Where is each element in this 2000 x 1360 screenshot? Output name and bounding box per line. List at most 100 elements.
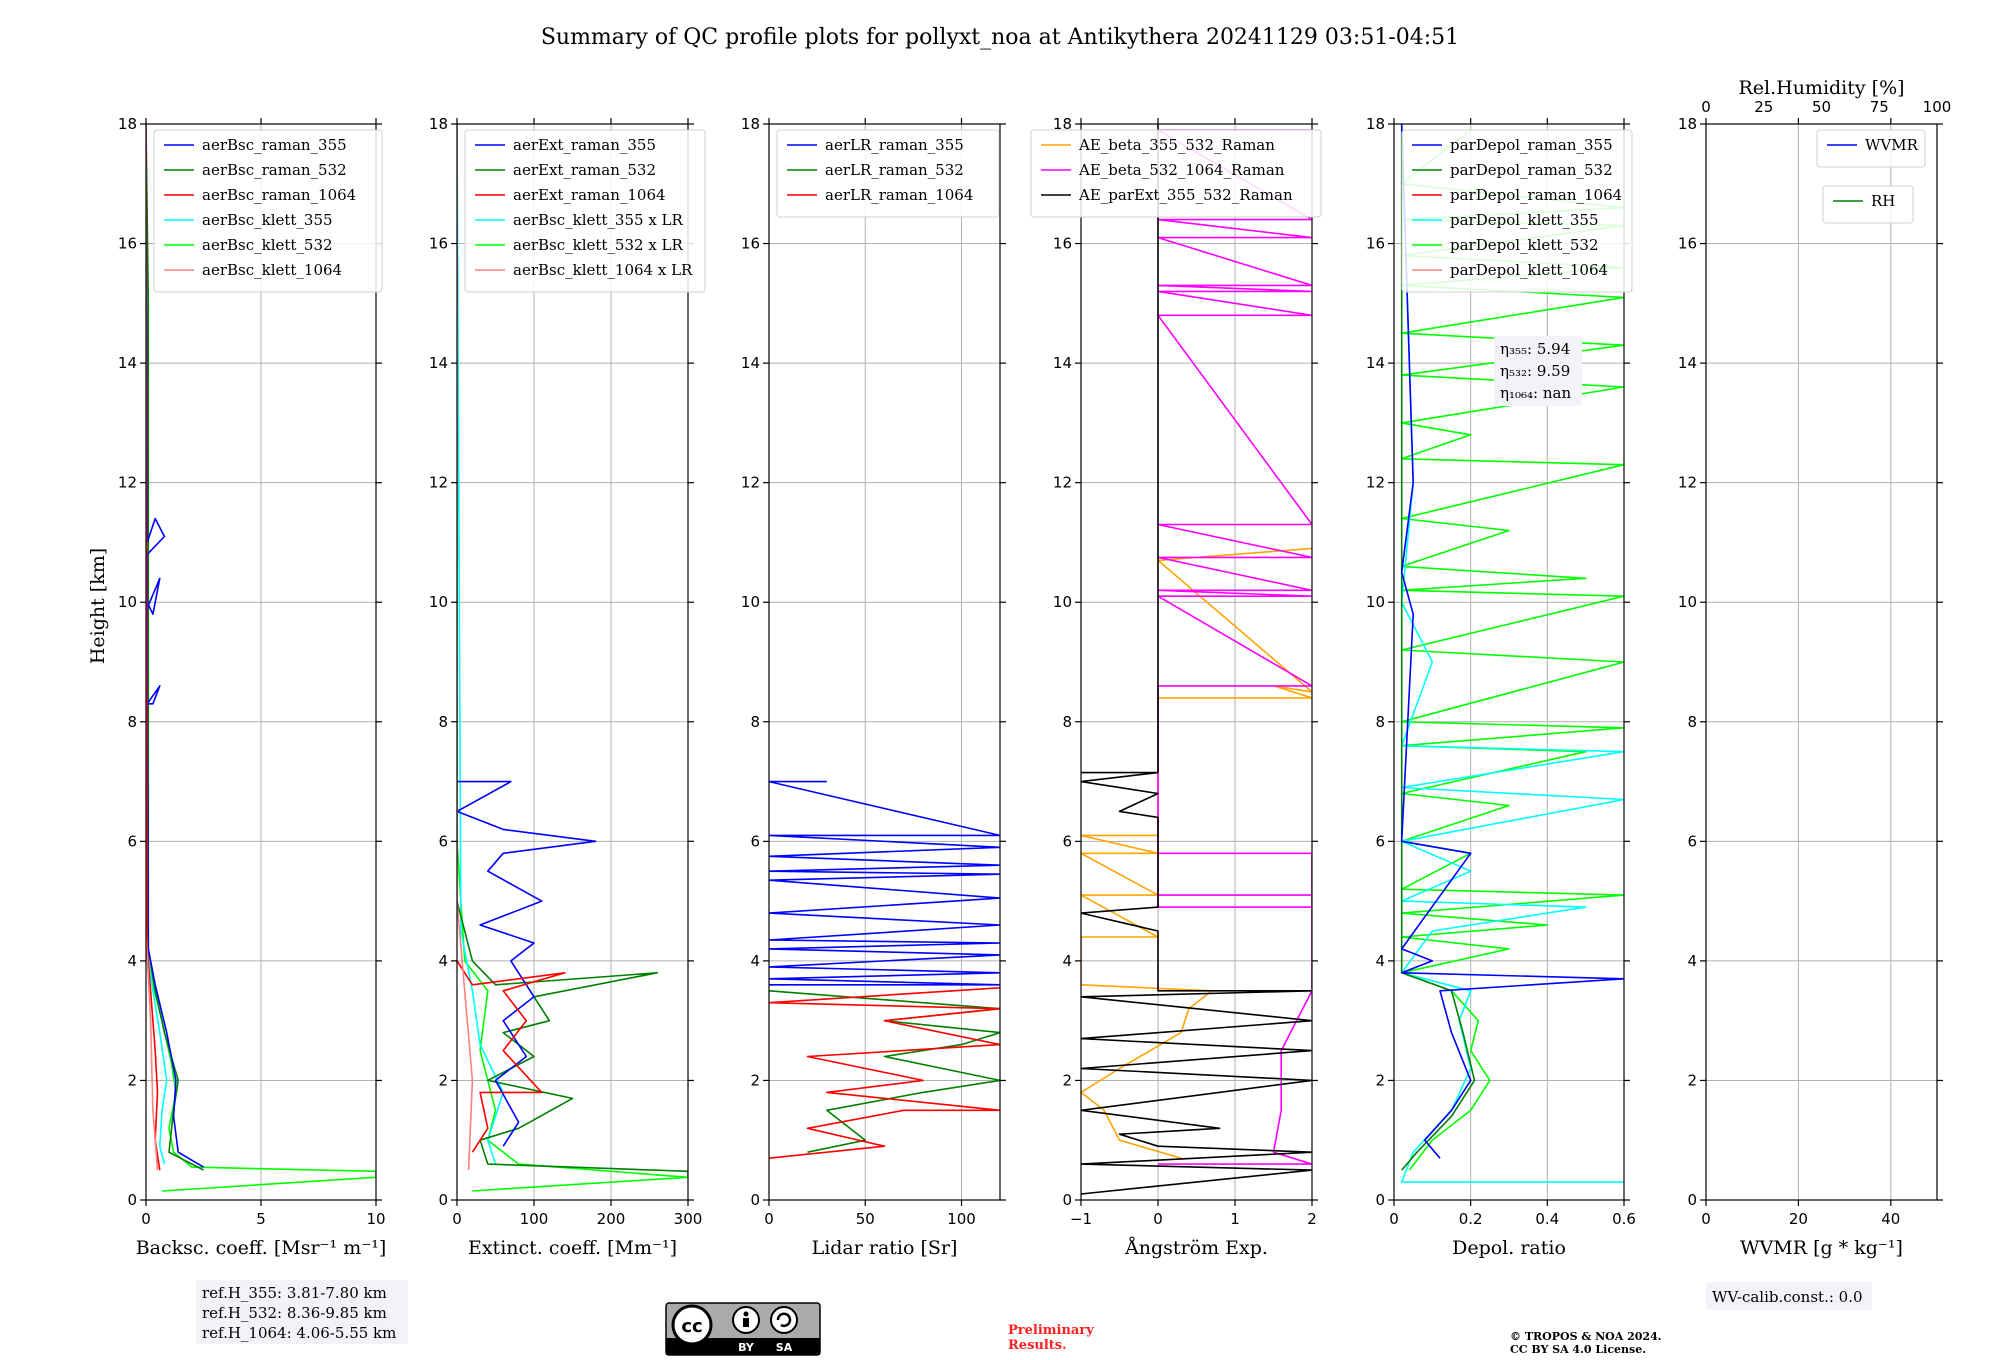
y-tick-label: 8 [127, 713, 137, 731]
legend-label: aerBsc_klett_355 x LR [513, 211, 684, 229]
y-tick-label: 8 [1062, 713, 1072, 731]
y-tick-label: 6 [750, 832, 760, 850]
series-line-AE_beta_355_532_Raman [1081, 547, 1312, 1159]
legend-label: aerBsc_klett_532 x LR [513, 236, 684, 254]
eta-box [1494, 336, 1582, 406]
legend-label: parDepol_raman_532 [1450, 161, 1613, 179]
y-tick-label: 10 [1366, 593, 1385, 611]
series-line-aerBsc_klett_355 x LR [457, 124, 504, 1165]
legend-label: aerExt_raman_355 [513, 136, 656, 154]
figure-title: Summary of QC profile plots for pollyxt_… [541, 25, 1459, 50]
series-line-aerLR_raman_1064 [769, 987, 1000, 1159]
series-line-aerBsc_klett_1064 x LR [457, 124, 474, 1171]
x-tick-label: 0.2 [1459, 1210, 1483, 1228]
legend: AE_beta_355_532_Raman AE_beta_532_1064_Ra… [1030, 129, 1322, 218]
y-tick-label: 10 [741, 593, 760, 611]
y-tick-label: 10 [1678, 593, 1697, 611]
y-tick-label: 6 [438, 832, 448, 850]
top-x-tick-label: 50 [1812, 98, 1831, 116]
top-x-tick-label: 75 [1870, 98, 1889, 116]
legend-label: aerBsc_klett_532 [202, 236, 333, 254]
top-x-tick-label: 100 [1923, 98, 1952, 116]
legend-label: aerBsc_klett_1064 [202, 261, 342, 279]
cc-icon [671, 1304, 713, 1346]
x-axis-label: Extinct. coeff. [Mm⁻¹] [468, 1237, 677, 1259]
y-tick-label: 14 [118, 354, 137, 372]
axes-frame [1705, 123, 1938, 1201]
y-tick-label: 12 [1366, 474, 1385, 492]
y-tick-label: 12 [1053, 474, 1072, 492]
y-tick-label: 12 [429, 474, 448, 492]
copyright-line-2: CC BY SA 4.0 License. [1510, 1343, 1646, 1356]
legend-label: WVMR [1865, 136, 1919, 154]
axes-frame [768, 123, 1001, 1201]
y-tick-label: 2 [438, 1071, 448, 1089]
x-axis-label: Backsc. coeff. [Msr⁻¹ m⁻¹] [136, 1237, 387, 1259]
series-line-aerLR_raman_532 [769, 990, 1000, 1153]
cc-license-badge: cc BY SA [665, 1302, 821, 1356]
y-tick-label: 16 [1678, 235, 1697, 253]
y-tick-label: 0 [127, 1191, 137, 1209]
x-axis-label: WVMR [g * kg⁻¹] [1740, 1237, 1903, 1259]
y-tick-label: 14 [741, 354, 760, 372]
y-tick-label: 4 [438, 952, 448, 970]
x-axis-label: Lidar ratio [Sr] [812, 1237, 958, 1259]
reference-heights-box: ref.H_355: 3.81-7.80 km ref.H_532: 8.36-… [196, 1280, 408, 1344]
legend-label: AE_beta_355_532_Raman [1078, 136, 1275, 154]
y-tick-label: 2 [750, 1071, 760, 1089]
axes-frame [1393, 123, 1625, 1201]
series-group [457, 124, 688, 1192]
y-tick-label: 0 [1375, 1191, 1385, 1209]
panel-depol: 0 2 4 6 8 10 12 14 16 18 0 0.2 0.4 0.6 Depol. ratio par… [1366, 115, 1636, 1259]
y-tick-label: 16 [118, 235, 137, 253]
y-tick-label: 0 [1687, 1191, 1697, 1209]
x-tick-label: 100 [947, 1210, 976, 1228]
x-tick-label: 0 [1153, 1210, 1163, 1228]
series-group [1400, 124, 1624, 1183]
x-tick-label: 0 [452, 1210, 462, 1228]
x-tick-label: 1 [1230, 1210, 1240, 1228]
y-tick-label: 6 [1375, 832, 1385, 850]
legend-box [1816, 129, 1926, 168]
x-tick-label: 50 [856, 1210, 875, 1228]
y-tick-label: 14 [429, 354, 448, 372]
series-line-aerBsc_raman_355 [146, 124, 204, 1168]
y-tick-label: 14 [1678, 354, 1697, 372]
legend-label: aerBsc_raman_1064 [202, 186, 356, 204]
y-tick-label: 18 [741, 115, 760, 133]
legend-label: aerBsc_klett_355 [202, 211, 333, 229]
y-tick-label: 0 [1062, 1191, 1072, 1209]
y-tick-label: 18 [1678, 115, 1697, 133]
x-tick-label: 2 [1307, 1210, 1317, 1228]
y-tick-label: 8 [438, 713, 448, 731]
legend: aerBsc_raman_355 aerBsc_raman_532 aerBsc_r… [153, 129, 383, 293]
legend-label: AE_parExt_355_532_Raman [1078, 186, 1293, 204]
ref-height-532: ref.H_532: 8.36-9.85 km [202, 1304, 387, 1322]
series-line-parDepol_raman_355 [1400, 124, 1624, 1159]
legend-label: aerExt_raman_532 [513, 161, 656, 179]
y-tick-label: 8 [1687, 713, 1697, 731]
panel-ext: 0 2 4 6 8 10 12 14 16 18 0 100 200 300 Extinct. coeff.… [429, 115, 706, 1259]
top-x-tick-label: 0 [1701, 98, 1711, 116]
series-line-aerExt_raman_532 [457, 900, 688, 1177]
share-alike-icon [770, 1306, 798, 1334]
legend-label: parDepol_klett_355 [1450, 211, 1599, 229]
y-tick-label: 0 [438, 1191, 448, 1209]
ref-height-1064: ref.H_1064: 4.06-5.55 km [202, 1324, 396, 1342]
legend: RH [1822, 185, 1914, 224]
y-tick-label: 4 [750, 952, 760, 970]
eta-label: η₃₅₅: 5.94 [1500, 340, 1570, 358]
wv-calib-text: WV-calib.const.: 0.0 [1712, 1288, 1863, 1306]
axes-frame [456, 123, 689, 1201]
preliminary-line-2: Results. [1008, 1338, 1067, 1353]
x-tick-label: 5 [256, 1210, 266, 1228]
legend-label: aerLR_raman_532 [825, 161, 964, 179]
legend-label: parDepol_raman_355 [1450, 136, 1613, 154]
y-tick-label: 10 [118, 593, 137, 611]
legend-label: RH [1871, 192, 1895, 210]
y-tick-label: 18 [1053, 115, 1072, 133]
y-tick-label: 2 [1687, 1071, 1697, 1089]
y-tick-label: 2 [1375, 1071, 1385, 1089]
